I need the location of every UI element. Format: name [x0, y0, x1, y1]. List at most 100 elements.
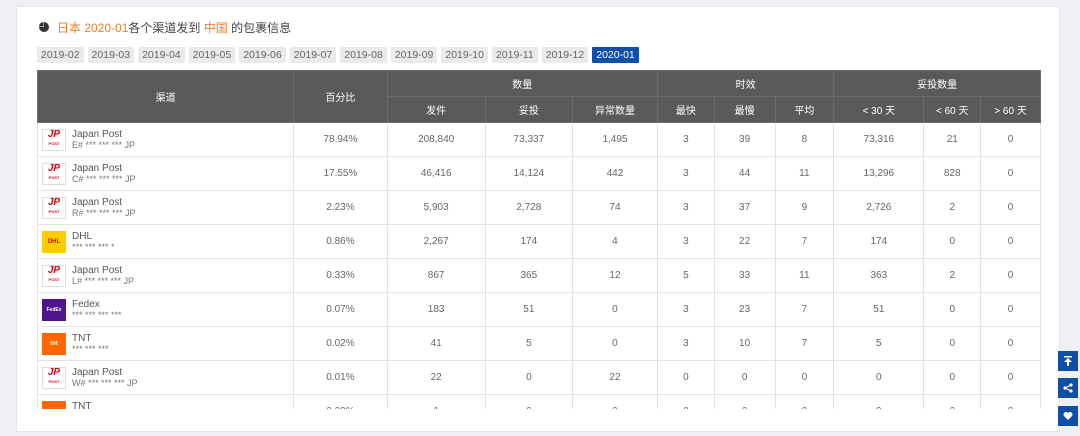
- month-tab-2019-11[interactable]: 2019-11: [491, 47, 538, 63]
- cell-sent: 22: [386, 360, 486, 395]
- col-fastest[interactable]: 最快: [657, 96, 715, 123]
- channel-cell: FedEx Fedex *** *** *** ***: [37, 292, 295, 327]
- channel-name: Japan Post: [72, 264, 123, 276]
- table-row: JP POST Japan Post L# *** *** *** JP 0.33% 86…: [37, 258, 1041, 293]
- cell-delivered: 73,337: [484, 122, 573, 157]
- channel-code: *** *** *** *: [72, 241, 115, 252]
- month-tab-2019-06[interactable]: 2019-06: [239, 47, 286, 63]
- cell-under-30: 363: [833, 258, 925, 293]
- cell-under-30: 5: [833, 326, 925, 361]
- cell-fastest: 0: [657, 394, 715, 409]
- channel-code: *** *** *** ***: [72, 309, 122, 320]
- cell-over-60: 0: [980, 156, 1041, 191]
- cell-fastest: 3: [657, 292, 715, 327]
- cell-average: 7: [774, 224, 835, 259]
- month-tab-2019-10[interactable]: 2019-10: [441, 47, 488, 63]
- table-row: JP POST Japan Post C# *** *** *** JP 17.55% 4…: [37, 156, 1041, 191]
- destination: 中国: [203, 20, 228, 35]
- channel-name: TNT: [72, 332, 92, 344]
- share-button[interactable]: [1058, 378, 1078, 398]
- table-row: JP POST Japan Post E# *** *** *** JP 78.94% 2…: [37, 122, 1041, 157]
- cell-over-60: 0: [980, 292, 1041, 327]
- section-title: 日本 2020-01 各个渠道发到 中国 的包裹信息: [39, 19, 291, 35]
- table-row: JP POST Japan Post W# *** *** *** JP 0.01% 22…: [37, 360, 1041, 395]
- cell-average: 0: [774, 394, 835, 409]
- cell-over-60: 0: [980, 224, 1041, 259]
- cell-sent: 867: [386, 258, 486, 293]
- cell-over-60: 0: [980, 190, 1041, 225]
- col-abnormal[interactable]: 异常数量: [571, 96, 659, 123]
- col-channel[interactable]: 渠道: [37, 70, 295, 123]
- month-tab-2019-02[interactable]: 2019-02: [37, 47, 84, 63]
- cell-fastest: 3: [657, 156, 715, 191]
- table-row: tnt TNT *** *** *** 0.02% 41 5 0 3 10 7 5 0 0: [37, 326, 1041, 361]
- pie-chart-icon: [39, 22, 49, 32]
- channel-name: Japan Post: [72, 366, 123, 378]
- month-tab-2020-01[interactable]: 2020-01: [592, 47, 639, 63]
- cell-slowest: 37: [713, 190, 776, 225]
- title-suffix: 的包裹信息: [231, 20, 292, 35]
- japan-post-logo-icon: JP POST: [42, 128, 66, 151]
- cell-average: 9: [774, 190, 835, 225]
- cell-abnormal: 4: [571, 224, 659, 259]
- origin-month: 日本 2020-01: [57, 20, 129, 35]
- cell-fastest: 0: [657, 360, 715, 395]
- cell-under-60: 2: [923, 258, 982, 293]
- share-icon: [1063, 383, 1073, 393]
- channel-code: R# *** *** *** JP: [72, 207, 136, 218]
- package-table: 渠道 百分比 数量 时效 妥投数量 发件 妥投 异常数量 最快 最慢 平均 < …: [37, 70, 1041, 409]
- to-top-button[interactable]: [1058, 351, 1078, 371]
- cell-under-30: 0: [833, 360, 925, 395]
- cell-fastest: 3: [657, 326, 715, 361]
- cell-under-30: 13,296: [833, 156, 925, 191]
- cell-delivered: 14,124: [484, 156, 573, 191]
- cell-abnormal: 0: [571, 394, 659, 409]
- cell-slowest: 23: [713, 292, 776, 327]
- channel-cell: JP POST Japan Post W# *** *** *** JP: [37, 360, 295, 395]
- col-average[interactable]: 平均: [774, 96, 835, 123]
- col-delivered[interactable]: 妥投: [484, 96, 573, 123]
- cell-over-60: 0: [980, 360, 1041, 395]
- cell-over-60: 0: [980, 258, 1041, 293]
- cell-abnormal: 12: [571, 258, 659, 293]
- month-tab-2019-07[interactable]: 2019-07: [289, 47, 337, 63]
- channel-cell: JP POST Japan Post E# *** *** *** JP: [37, 122, 295, 157]
- package-table-wrapper[interactable]: 渠道 百分比 数量 时效 妥投数量 发件 妥投 异常数量 最快 最慢 平均 < …: [37, 70, 1041, 409]
- channel-name: Japan Post: [72, 196, 123, 208]
- cell-slowest: 39: [713, 122, 776, 157]
- cell-percent: 0.33%: [293, 258, 388, 293]
- col-under-30[interactable]: < 30 天: [833, 96, 925, 123]
- month-tab-2019-05[interactable]: 2019-05: [188, 47, 236, 63]
- cell-delivered: 365: [484, 258, 573, 293]
- col-percent[interactable]: 百分比: [293, 70, 388, 123]
- group-delivered-quantity: 妥投数量: [833, 70, 1041, 97]
- cell-under-60: 828: [923, 156, 982, 191]
- month-tab-2019-04[interactable]: 2019-04: [138, 47, 185, 63]
- cell-average: 11: [774, 258, 835, 293]
- month-tab-2019-08[interactable]: 2019-08: [340, 47, 387, 63]
- japan-post-logo-icon: JP POST: [42, 196, 66, 219]
- favorite-button[interactable]: [1058, 406, 1078, 426]
- cell-abnormal: 0: [571, 326, 659, 361]
- channel-code: C# *** *** *** JP: [72, 173, 136, 184]
- channel-code: E# *** *** *** JP: [72, 139, 136, 150]
- cell-under-30: 174: [833, 224, 925, 259]
- channel-code: *** *** ***: [72, 343, 109, 354]
- col-sent[interactable]: 发件: [386, 96, 486, 123]
- channel-code: W# *** *** *** JP: [72, 377, 138, 388]
- cell-average: 8: [774, 122, 835, 157]
- channel-cell: JP POST Japan Post R# *** *** *** JP: [37, 190, 295, 225]
- month-tab-2019-12[interactable]: 2019-12: [541, 47, 589, 63]
- col-slowest[interactable]: 最慢: [713, 96, 776, 123]
- cell-under-60: 0: [923, 326, 982, 361]
- cell-abnormal: 0: [571, 292, 659, 327]
- title-middle: 各个渠道发到: [128, 20, 201, 35]
- col-under-60[interactable]: < 60 天: [923, 96, 982, 123]
- month-tab-2019-09[interactable]: 2019-09: [390, 47, 438, 63]
- col-over-60[interactable]: > 60 天: [980, 96, 1041, 123]
- channel-cell: DHL DHL *** *** *** *: [37, 224, 295, 259]
- group-quantity: 数量: [386, 70, 659, 97]
- month-tab-2019-03[interactable]: 2019-03: [87, 47, 135, 63]
- cell-abnormal: 442: [571, 156, 659, 191]
